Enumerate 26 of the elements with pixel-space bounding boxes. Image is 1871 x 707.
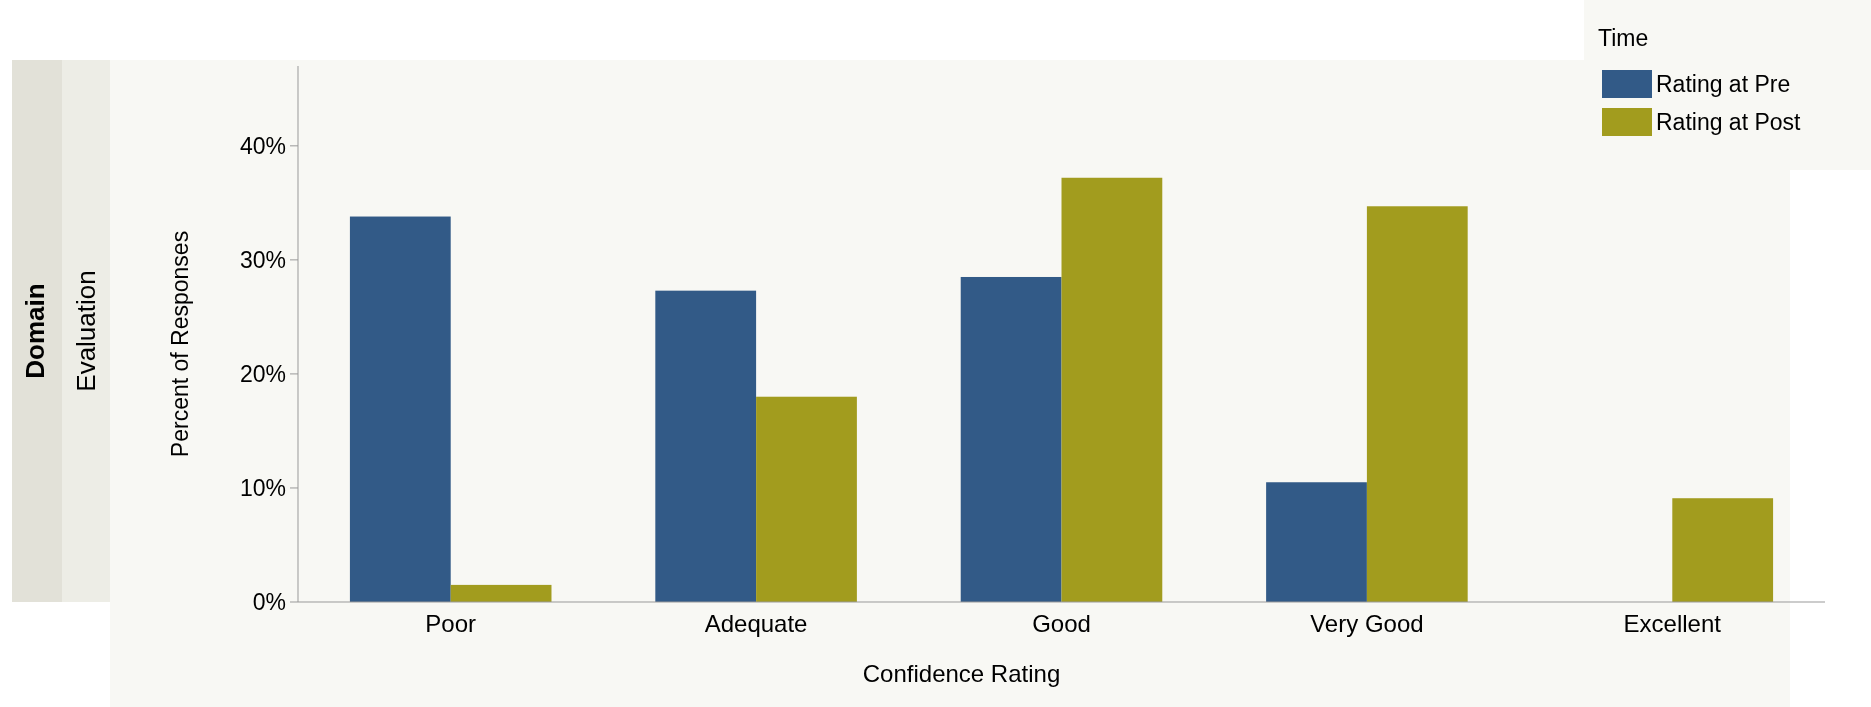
x-tick-label: Poor — [425, 610, 477, 637]
text: Domain — [20, 283, 50, 379]
bar — [450, 584, 552, 602]
bar — [1366, 206, 1468, 602]
bar — [655, 290, 757, 602]
y-tick-label: 20% — [239, 360, 286, 387]
x-tick-label: Very Good — [1310, 610, 1424, 637]
y-tick-label: 10% — [239, 475, 286, 502]
text: Evaluation — [71, 270, 101, 392]
bar — [1061, 177, 1163, 602]
bar — [960, 276, 1062, 602]
y-tick-label: 40% — [239, 132, 286, 159]
legend-label: Rating at Pre — [1656, 71, 1791, 98]
legend-title: Time — [1598, 25, 1649, 51]
x-tick-label: Adequate — [704, 610, 808, 637]
bar — [349, 216, 451, 602]
y-tick-label: 0% — [252, 589, 286, 616]
y-tick-label: 30% — [239, 246, 286, 273]
x-tick-label: Good — [1032, 610, 1091, 637]
x-tick-label: Excellent — [1623, 610, 1722, 637]
y-axis-title: Percent of Responses — [167, 230, 193, 458]
x-axis-title: Confidence Rating — [862, 660, 1061, 687]
bar — [756, 396, 857, 602]
bar — [1266, 482, 1367, 602]
bar — [1672, 498, 1774, 602]
legend-label: Rating at Post — [1656, 109, 1802, 136]
